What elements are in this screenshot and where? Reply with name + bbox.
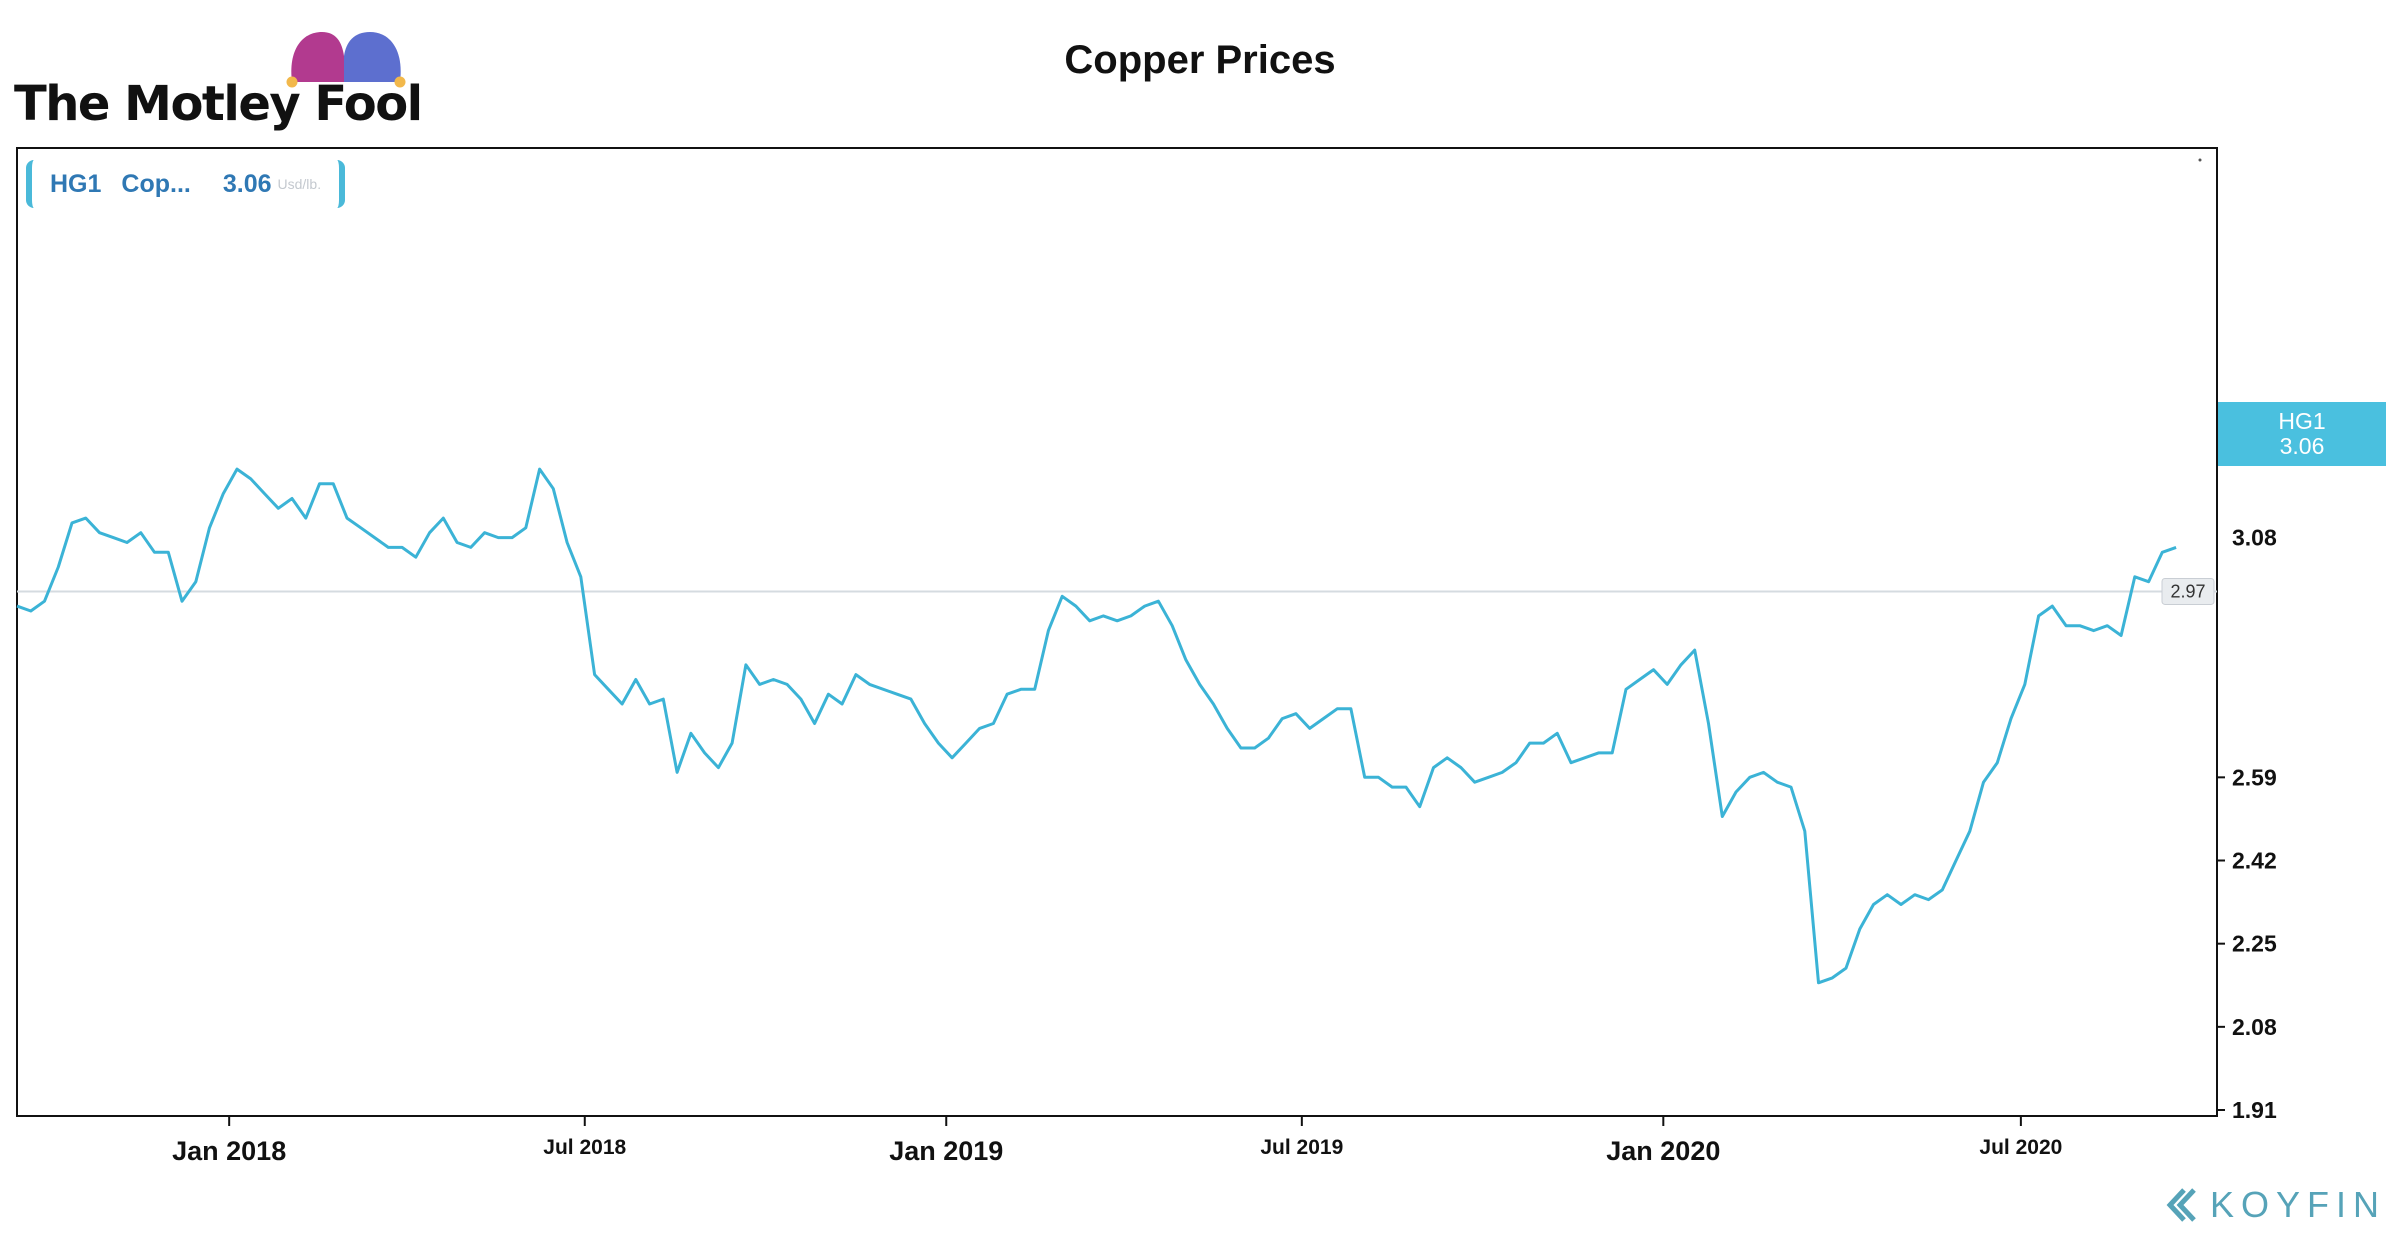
koyfin-chevron-icon <box>2166 1188 2196 1222</box>
y-tick-label: 2.42 <box>2232 848 2277 874</box>
chart-title: Copper Prices <box>1064 38 1336 82</box>
reference-badge-value: 2.97 <box>2170 581 2205 601</box>
legend-name: Cop... <box>121 169 191 198</box>
y-tick-label: 2.59 <box>2232 764 2277 790</box>
x-tick-label: Jan 2019 <box>889 1136 1003 1166</box>
legend-ticker: HG1 <box>50 169 102 198</box>
y-tick-label: 2.25 <box>2232 931 2277 957</box>
x-tick-label: Jul 2020 <box>1979 1136 2062 1159</box>
reference-badge <box>2161 577 2215 605</box>
y-tick-label: 1.91 <box>2232 1097 2277 1123</box>
koyfin-watermark: KOYFIN <box>2162 1184 2386 1226</box>
partial-tick-label: 3.08 <box>2232 525 2277 551</box>
legend-unit: Usd/lb. <box>277 176 322 192</box>
jester-hat-icon <box>286 32 406 88</box>
corner-dot <box>2198 158 2202 162</box>
legend-box[interactable]: HG1 Cop... 3.06 Usd/lb. <box>26 160 346 208</box>
price-badge <box>2218 402 2386 466</box>
x-tick-label: Jan 2020 <box>1606 1136 1720 1166</box>
motley-fool-logo: The Motley Fool <box>14 20 423 135</box>
plot-frame <box>16 147 2218 1117</box>
series-line-hg1 <box>16 467 2177 985</box>
legend-value: 3.06 <box>222 169 272 198</box>
price-badge-value: 3.06 <box>2280 433 2325 459</box>
x-tick-label: Jan 2018 <box>172 1136 286 1166</box>
logo-text: The Motley Fool <box>14 76 423 132</box>
price-badge-ticker: HG1 <box>2278 408 2325 434</box>
x-tick-label: Jul 2019 <box>1260 1136 1343 1159</box>
y-tick-label: 2.08 <box>2232 1014 2277 1040</box>
x-tick-label: Jul 2018 <box>543 1136 626 1159</box>
koyfin-text: KOYFIN <box>2209 1184 2386 1225</box>
